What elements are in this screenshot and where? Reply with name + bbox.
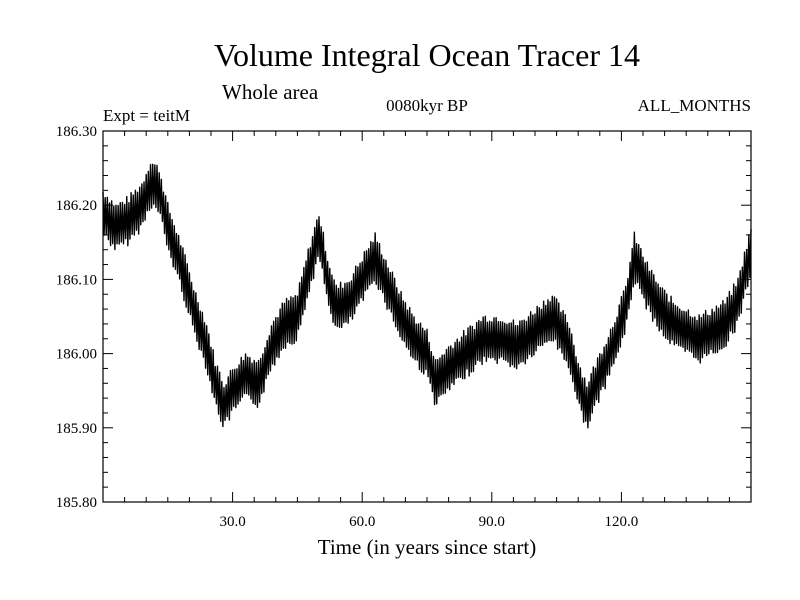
x-tick-label: 90.0 (479, 514, 505, 530)
chart-subtitle: Whole area (222, 80, 319, 104)
x-tick-label: 30.0 (219, 514, 245, 530)
x-axis: 30.0 60.0 90.0 120.0 (124, 131, 730, 530)
y-tick-label: 185.80 (56, 495, 97, 511)
y-tick-label: 186.10 (56, 272, 97, 288)
y-tick-label: 185.90 (56, 421, 97, 437)
y-tick-label: 186.00 (56, 347, 97, 363)
x-tick-label: 120.0 (605, 514, 639, 530)
y-tick-label: 186.30 (56, 124, 97, 140)
x-axis-label: Time (in years since start) (318, 535, 537, 559)
experiment-label: Expt = teitM (103, 106, 190, 125)
x-tick-label: 60.0 (349, 514, 375, 530)
chart-title: Volume Integral Ocean Tracer 14 (214, 37, 640, 73)
y-axis: 185.80 185.90 186.00 186.10 186.20 186.30 (56, 124, 751, 511)
months-label: ALL_MONTHS (638, 96, 751, 115)
series-line (102, 163, 752, 429)
period-label: 0080kyr BP (386, 96, 468, 115)
y-tick-label: 186.20 (56, 198, 97, 214)
